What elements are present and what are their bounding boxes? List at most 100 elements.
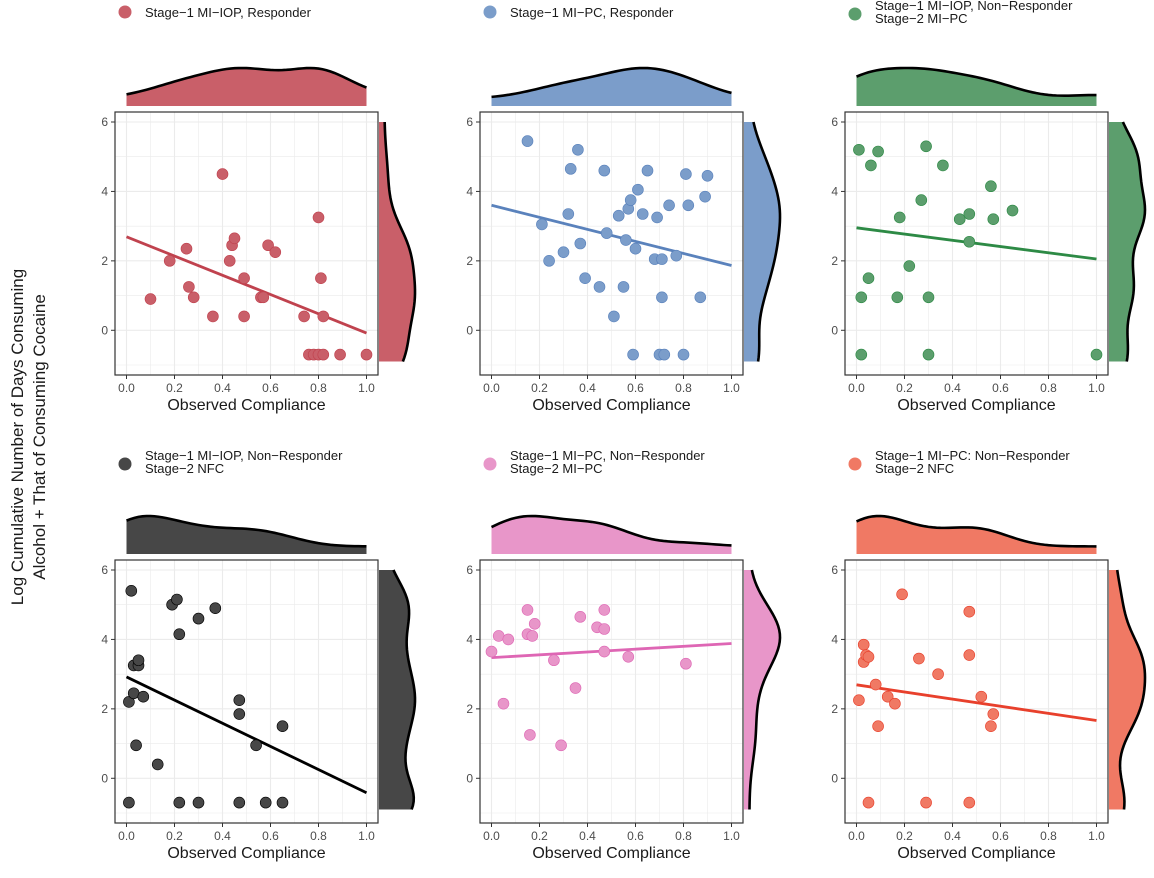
data-point — [548, 654, 560, 667]
data-point — [334, 348, 346, 361]
x-tick-label: 0.2 — [531, 829, 548, 843]
data-point — [151, 758, 164, 771]
data-point — [953, 213, 966, 225]
y-tick-label: 0 — [101, 323, 108, 337]
x-tick-label: 0.4 — [214, 829, 231, 843]
x-axis: 0.0 0.2 0.4 0.6 0.8 1.0 Observed Compliance — [483, 375, 740, 414]
data-point — [564, 163, 577, 175]
legend-label: Stage−1 MI−PC, Responder — [510, 5, 674, 20]
top-density-curve — [855, 514, 1097, 548]
data-point — [656, 253, 668, 265]
side-density-curve — [748, 569, 782, 810]
top-density — [126, 66, 367, 106]
panel-border — [479, 111, 744, 376]
top-density-area — [491, 68, 732, 106]
data-point — [524, 729, 536, 741]
legend-key — [848, 457, 862, 471]
y-axis: 0 2 4 6 — [101, 563, 115, 785]
x-tick-label: 0.0 — [118, 829, 135, 843]
y-axis: 0 2 4 6 — [466, 115, 480, 337]
data-point — [1090, 348, 1103, 361]
x-tick-label: 1.0 — [723, 829, 740, 843]
data-point — [557, 246, 570, 258]
x-axis: 0.0 0.2 0.4 0.6 0.8 1.0 Observed Compliance — [848, 823, 1105, 862]
data-point — [137, 690, 150, 703]
x-axis-title: Observed Compliance — [532, 397, 690, 414]
grid — [845, 560, 1108, 823]
y-tick-label: 2 — [466, 254, 473, 268]
data-point — [651, 211, 663, 224]
data-point — [228, 232, 241, 245]
scatter-panel — [844, 559, 1109, 824]
top-density-area — [856, 68, 1097, 106]
legend-label: Stage−2 NFC — [875, 461, 954, 476]
top-density-area — [491, 516, 732, 554]
x-tick-label: 0.8 — [1040, 381, 1057, 395]
data-point — [598, 623, 611, 635]
data-point — [276, 720, 289, 733]
points — [521, 135, 714, 361]
data-point — [987, 708, 1000, 720]
x-tick-label: 1.0 — [358, 829, 375, 843]
data-point — [872, 720, 884, 733]
data-point — [233, 796, 246, 809]
data-point — [192, 612, 205, 625]
legend-label: Stage−1 MI−IOP, Non−Responder — [875, 0, 1073, 13]
side-density-curve — [392, 569, 417, 810]
x-tick-label: 0.8 — [675, 381, 692, 395]
data-point — [1006, 204, 1019, 217]
data-point — [144, 293, 157, 305]
data-point — [521, 135, 534, 147]
data-point — [701, 170, 714, 182]
panel-2: Stage−1 MI−PC, Responder 0.0 0.2 0.4 0.6 0.8 1… — [466, 5, 782, 414]
grid — [845, 112, 1108, 375]
data-point — [985, 180, 997, 193]
x-axis: 0.0 0.2 0.4 0.6 0.8 1.0 Observed Compliance — [483, 823, 740, 862]
data-point — [937, 159, 949, 172]
y-axis: 0 2 4 6 — [831, 115, 845, 337]
data-point — [641, 164, 654, 177]
data-point — [163, 255, 176, 267]
data-point — [985, 720, 997, 733]
side-density-curve — [1115, 569, 1147, 810]
grid — [480, 112, 743, 375]
data-point — [598, 604, 611, 616]
x-axis-title: Observed Compliance — [897, 845, 1055, 862]
data-point — [620, 234, 632, 246]
data-point — [869, 678, 882, 691]
data-point — [598, 164, 611, 177]
x-tick-label: 0.6 — [992, 381, 1009, 395]
data-point — [629, 242, 642, 255]
x-tick-label: 0.6 — [262, 829, 279, 843]
data-point — [132, 654, 145, 667]
data-point — [699, 190, 711, 203]
side-density — [1109, 121, 1147, 362]
x-tick-label: 0.0 — [848, 381, 865, 395]
data-point — [865, 159, 877, 172]
top-density-area — [856, 516, 1097, 554]
data-point — [682, 199, 695, 212]
y-tick-label: 4 — [101, 632, 108, 646]
top-density — [491, 66, 732, 106]
data-point — [922, 348, 935, 361]
y-axis: 0 2 4 6 — [101, 115, 115, 337]
y-tick-label: 0 — [466, 771, 473, 785]
x-tick-label: 0.8 — [310, 381, 327, 395]
y-tick-label: 4 — [101, 184, 108, 198]
x-tick-label: 0.8 — [310, 829, 327, 843]
legend-label: Stage−2 MI−PC — [875, 11, 968, 26]
x-tick-label: 0.8 — [1040, 829, 1057, 843]
data-point — [579, 272, 591, 285]
x-tick-label: 0.2 — [896, 829, 913, 843]
top-density-curve — [126, 66, 367, 96]
data-point — [238, 272, 250, 285]
regression-line — [125, 675, 368, 794]
data-point — [250, 739, 262, 752]
data-point — [207, 310, 219, 323]
grid — [115, 112, 378, 375]
data-point — [125, 585, 138, 597]
legend: Stage−1 MI−IOP, Responder — [118, 5, 312, 20]
data-point — [536, 218, 548, 231]
